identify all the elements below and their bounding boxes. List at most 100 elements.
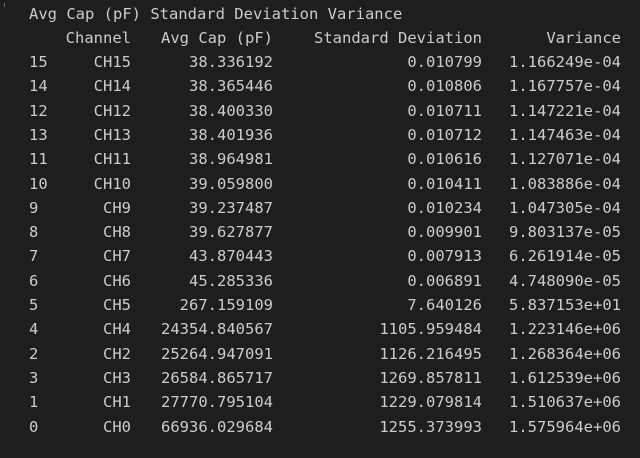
row-index: 10 bbox=[29, 174, 48, 193]
table-row: 3 CH3 26584.865717 1269.857811 1.612539e+06 bbox=[0, 366, 640, 390]
header-avg-cap: Avg Cap (pF) bbox=[161, 29, 273, 47]
row-index: 7 bbox=[29, 247, 39, 266]
row-index: 2 bbox=[29, 344, 39, 363]
row-variance: 4.748090e-05 bbox=[509, 271, 621, 290]
row-variance: 1.510637e+06 bbox=[509, 393, 621, 412]
table-row: 11 CH11 38.964981 0.010616 1.127071e-04 bbox=[0, 147, 640, 171]
gutter-marker bbox=[4, 3, 9, 7]
row-channel: CH8 bbox=[103, 223, 131, 242]
table-row: 1 CH1 27770.795104 1229.079814 1.510637e+06 bbox=[0, 390, 640, 414]
table-row: 4 CH4 24354.840567 1105.959484 1.223146e+06 bbox=[0, 317, 640, 341]
row-channel: CH0 bbox=[103, 417, 131, 436]
row-channel: CH14 bbox=[93, 77, 131, 96]
table-row: 8 CH8 39.627877 0.009901 9.803137e-05 bbox=[0, 220, 640, 244]
row-avg-cap: 38.964981 bbox=[189, 150, 273, 169]
row-index: 12 bbox=[29, 101, 48, 120]
row-channel: CH1 bbox=[103, 393, 131, 412]
row-avg-cap: 39.059800 bbox=[189, 174, 273, 193]
row-avg-cap: 38.336192 bbox=[189, 53, 273, 71]
row-std-dev: 0.010712 bbox=[407, 125, 482, 144]
row-std-dev: 0.010799 bbox=[407, 53, 482, 71]
row-index: 3 bbox=[29, 368, 39, 387]
header-variance: Variance bbox=[546, 29, 621, 47]
row-avg-cap: 39.237487 bbox=[189, 198, 273, 217]
row-channel: CH4 bbox=[103, 320, 131, 339]
row-avg-cap: 39.627877 bbox=[189, 223, 273, 242]
table-header: Channel Avg Cap (pF) Standard Deviation … bbox=[0, 26, 640, 50]
row-std-dev: 1229.079814 bbox=[379, 393, 482, 412]
table-row: 6 CH6 45.285336 0.006891 4.748090e-05 bbox=[0, 269, 640, 293]
table-row: 0 CH0 66936.029684 1255.373993 1.575964e+06 bbox=[0, 415, 640, 439]
output-title: Avg Cap (pF) Standard Deviation Variance bbox=[29, 5, 403, 23]
row-variance: 1.612539e+06 bbox=[509, 368, 621, 387]
row-variance: 1.575964e+06 bbox=[509, 417, 621, 436]
row-channel: CH6 bbox=[103, 271, 131, 290]
table-row: 10 CH10 39.059800 0.010411 1.083886e-04 bbox=[0, 172, 640, 196]
row-avg-cap: 45.285336 bbox=[189, 271, 273, 290]
row-std-dev: 7.640126 bbox=[407, 296, 482, 314]
row-variance: 1.268364e+06 bbox=[509, 344, 621, 363]
row-avg-cap: 38.400330 bbox=[189, 101, 273, 120]
row-std-dev: 0.010616 bbox=[407, 150, 482, 169]
table-row: 9 CH9 39.237487 0.010234 1.047305e-04 bbox=[0, 196, 640, 220]
row-channel: CH5 bbox=[103, 296, 131, 314]
row-std-dev: 0.010711 bbox=[407, 101, 482, 120]
table-row: 14 CH14 38.365446 0.010806 1.167757e-04 bbox=[0, 74, 640, 98]
row-channel: CH12 bbox=[93, 101, 131, 120]
row-avg-cap: 38.365446 bbox=[189, 77, 273, 96]
row-channel: CH10 bbox=[93, 174, 131, 193]
row-avg-cap: 25264.947091 bbox=[161, 344, 273, 363]
row-std-dev: 0.010234 bbox=[407, 198, 482, 217]
row-std-dev: 1269.857811 bbox=[379, 368, 482, 387]
row-avg-cap: 24354.840567 bbox=[161, 320, 273, 339]
row-channel: CH13 bbox=[93, 125, 131, 144]
row-std-dev: 1105.959484 bbox=[379, 320, 482, 339]
table-row: 5 CH5 267.159109 7.640126 5.837153e+01 bbox=[0, 293, 640, 317]
row-avg-cap: 66936.029684 bbox=[161, 417, 273, 436]
row-std-dev: 1126.216495 bbox=[379, 344, 482, 363]
row-index: 15 bbox=[29, 53, 48, 71]
row-index: 0 bbox=[29, 417, 39, 436]
row-variance: 1.147463e-04 bbox=[509, 125, 621, 144]
row-channel: CH15 bbox=[93, 53, 131, 71]
row-variance: 5.837153e+01 bbox=[509, 296, 621, 314]
row-index: 13 bbox=[29, 125, 48, 144]
row-index: 14 bbox=[29, 77, 48, 96]
header-channel: Channel bbox=[65, 29, 131, 47]
row-avg-cap: 26584.865717 bbox=[161, 368, 273, 387]
row-channel: CH3 bbox=[103, 368, 131, 387]
row-avg-cap: 27770.795104 bbox=[161, 393, 273, 412]
row-avg-cap: 38.401936 bbox=[189, 125, 273, 144]
row-variance: 1.127071e-04 bbox=[509, 150, 621, 169]
row-channel: CH11 bbox=[93, 150, 131, 169]
row-index: 5 bbox=[29, 296, 39, 314]
row-variance: 9.803137e-05 bbox=[509, 223, 621, 242]
row-variance: 1.147221e-04 bbox=[509, 101, 621, 120]
table-row: 12 CH12 38.400330 0.010711 1.147221e-04 bbox=[0, 99, 640, 123]
row-variance: 1.223146e+06 bbox=[509, 320, 621, 339]
row-avg-cap: 43.870443 bbox=[189, 247, 273, 266]
row-channel: CH2 bbox=[103, 344, 131, 363]
row-std-dev: 0.010411 bbox=[407, 174, 482, 193]
row-index: 11 bbox=[29, 150, 48, 169]
row-channel: CH9 bbox=[103, 198, 131, 217]
row-variance: 1.083886e-04 bbox=[509, 174, 621, 193]
table-row: 13 CH13 38.401936 0.010712 1.147463e-04 bbox=[0, 123, 640, 147]
row-channel: CH7 bbox=[103, 247, 131, 266]
row-index: 1 bbox=[29, 393, 39, 412]
header-std-dev: Standard Deviation bbox=[314, 29, 482, 47]
row-index: 9 bbox=[29, 198, 39, 217]
row-std-dev: 1255.373993 bbox=[379, 417, 482, 436]
table-row: 15 CH15 38.336192 0.010799 1.166249e-04 bbox=[0, 50, 640, 74]
row-avg-cap: 267.159109 bbox=[179, 296, 273, 314]
table-row: 2 CH2 25264.947091 1126.216495 1.268364e+06 bbox=[0, 342, 640, 366]
row-index: 4 bbox=[29, 320, 39, 339]
table-row: 7 CH7 43.870443 0.007913 6.261914e-05 bbox=[0, 244, 640, 268]
row-std-dev: 0.009901 bbox=[407, 223, 482, 242]
row-index: 8 bbox=[29, 223, 39, 242]
row-index: 6 bbox=[29, 271, 39, 290]
row-variance: 6.261914e-05 bbox=[509, 247, 621, 266]
row-std-dev: 0.007913 bbox=[407, 247, 482, 266]
row-std-dev: 0.010806 bbox=[407, 77, 482, 96]
